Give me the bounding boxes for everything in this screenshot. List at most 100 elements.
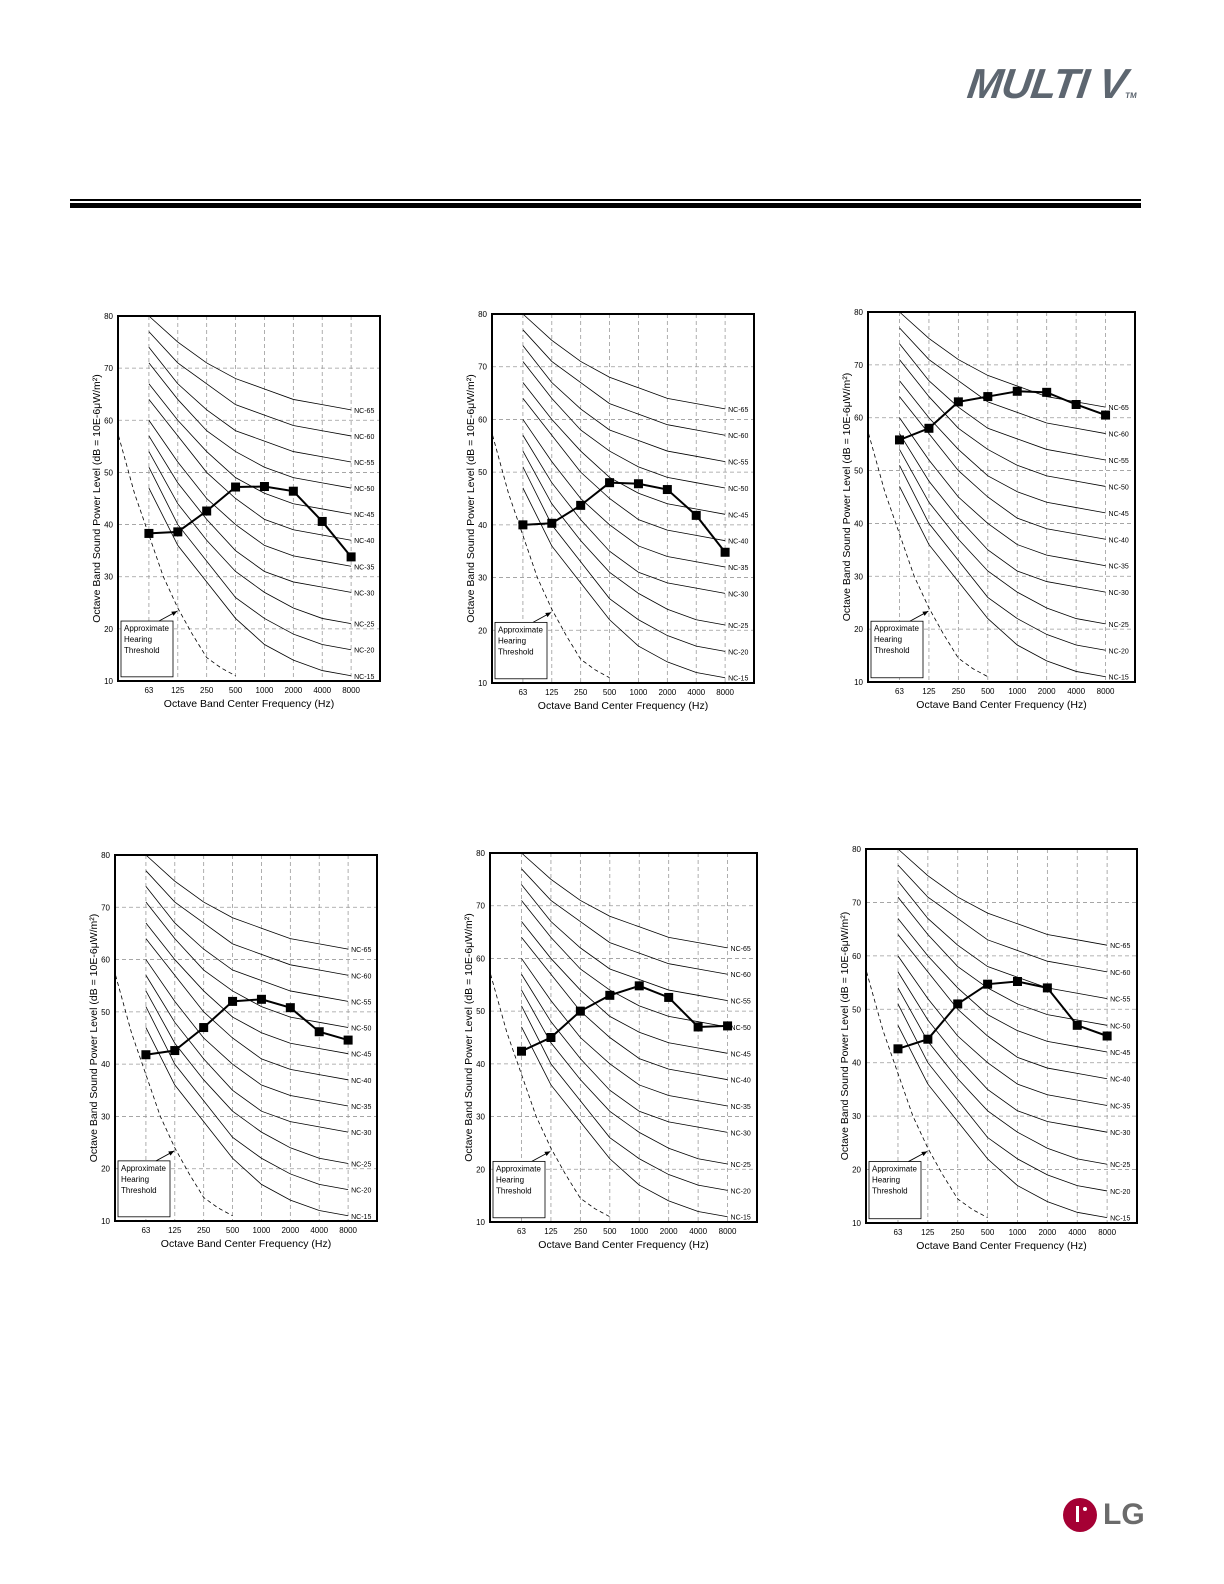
sound-power-marker [1042,983,1052,993]
x-tick-label: 63 [141,1226,150,1235]
nc-curve-label: NC-45 [354,512,374,519]
x-tick-label: 500 [981,687,995,696]
nc-curve-label: NC-50 [1109,484,1129,491]
nc-curve-label: NC-20 [731,1188,751,1195]
nc-curve-label: NC-15 [728,676,748,683]
sound-power-marker [605,990,615,1000]
nc-curve-label: NC-20 [351,1188,371,1195]
threshold-label-text: Threshold [124,646,160,655]
nc-curve-label: NC-55 [351,999,371,1006]
x-axis-label: Octave Band Center Frequency (Hz) [538,700,708,712]
x-tick-label: 8000 [342,686,360,695]
nc-curve-label: NC-20 [354,648,374,655]
nc-curve [897,971,1108,1133]
sound-power-marker [285,1003,295,1013]
x-tick-label: 250 [574,1227,588,1236]
nc-curve-label: NC-25 [354,622,374,629]
nc-curve-label: NC-30 [1110,1130,1130,1137]
x-axis-label: Octave Band Center Frequency (Hz) [916,1240,1086,1252]
nc-curve [521,884,728,1001]
threshold-label-text: Approximate [498,625,543,634]
nc-curve-label: NC-60 [354,434,374,441]
sound-power-marker [343,1035,353,1045]
y-tick-label: 60 [852,952,861,961]
nc-chart-6: 63 125 250 500 1000 2000 4000 8000 10 20 30 40 50 60 7… [831,841,1142,1255]
nc-curve-label: NC-25 [731,1162,751,1169]
sound-power-line [145,998,349,1056]
y-tick-label: 70 [854,361,863,370]
nc-curve-label: NC-35 [731,1104,751,1111]
y-tick-label: 40 [476,1060,485,1069]
x-tick-label: 250 [197,1226,211,1235]
y-axis-label: Octave Band Sound Power Level (dB = 10E-… [465,374,477,623]
x-tick-label: 2000 [660,1227,678,1236]
sound-power-marker [893,1044,903,1054]
nc-curve-label: NC-15 [731,1215,751,1222]
y-tick-label: 10 [476,1218,485,1227]
x-tick-label: 1000 [630,688,648,697]
nc-curve [522,313,726,410]
x-tick-label: 8000 [719,1227,737,1236]
nc-curve [145,1006,349,1191]
sound-power-line [897,980,1108,1050]
nc-curve-label: NC-55 [354,460,374,467]
y-tick-label: 80 [478,310,487,319]
nc-curve-label: NC-30 [731,1130,751,1137]
x-tick-label: 4000 [1067,687,1085,696]
nc-curve [145,901,349,1028]
sound-power-marker [924,423,934,433]
x-tick-label: 63 [144,686,153,695]
y-axis-label: Octave Band Sound Power Level (dB = 10E-… [841,373,853,622]
sound-power-marker [1042,387,1052,397]
sound-power-marker [516,1046,526,1056]
threshold-label-text: Hearing [872,1176,900,1185]
y-tick-label: 70 [104,364,113,373]
threshold-label-text: Approximate [121,1164,166,1173]
x-tick-label: 63 [894,1228,903,1237]
threshold-label-text: Threshold [874,646,910,655]
nc-curve-label: NC-25 [351,1161,371,1168]
x-tick-label: 1000 [253,1226,271,1235]
sound-power-marker [923,1034,933,1044]
threshold-label-text: Hearing [124,635,152,644]
y-tick-label: 60 [478,415,487,424]
nc-curve [522,466,726,652]
x-axis-label: Octave Band Center Frequency (Hz) [916,699,1086,711]
sound-power-marker [546,1033,556,1042]
sound-power-marker [288,486,298,496]
y-tick-label: 20 [101,1165,110,1174]
nc-curve [145,854,349,950]
y-tick-label: 50 [478,468,487,477]
nc-curve [521,989,728,1165]
nc-curve-label: NC-45 [731,1051,751,1058]
sound-power-marker [953,999,963,1009]
y-tick-label: 50 [104,468,113,477]
nc-chart-2: 63 125 250 500 1000 2000 4000 8000 10 20 30 40 50 60 7… [457,306,759,715]
nc-curve [522,361,726,489]
y-tick-label: 10 [101,1217,110,1226]
threshold-label-box [120,620,174,678]
threshold-label-box [494,621,548,680]
sound-power-marker [231,482,241,492]
x-tick-label: 500 [226,1226,240,1235]
nc-curve [897,918,1108,1053]
nc-curve-label: NC-60 [351,973,371,980]
y-tick-label: 40 [854,519,863,528]
nc-curve-label: NC-25 [1109,622,1129,629]
brand-text: MULTI V [964,60,1130,107]
sound-power-marker [1012,977,1022,987]
header-rule-thin [70,199,1141,201]
nc-curve-label: NC-65 [728,407,748,414]
lg-logo-text: LG [1103,1498,1145,1531]
nc-curve-label: NC-15 [1110,1216,1130,1223]
nc-curve-label: NC-40 [728,539,748,546]
y-tick-label: 50 [101,1008,110,1017]
threshold-label-text: Approximate [874,624,919,633]
nc-curve [521,852,728,949]
threshold-label-text: Approximate [124,624,169,633]
sound-power-marker [723,1021,733,1031]
sound-power-marker [1072,1020,1082,1030]
multi-v-logo: MULTI VTM [965,60,1142,108]
x-tick-label: 8000 [716,688,734,697]
nc-curve-label: NC-50 [731,1025,751,1032]
